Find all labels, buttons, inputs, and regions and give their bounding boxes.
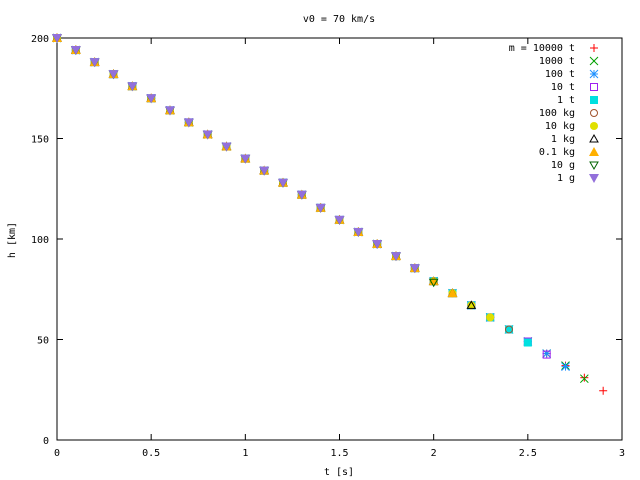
y-axis-label: h [km] xyxy=(7,222,18,258)
x-tick-label: 0 xyxy=(54,448,60,459)
data-point xyxy=(183,118,194,128)
data-point xyxy=(542,350,551,359)
data-point xyxy=(580,373,589,382)
x-tick-label: 3 xyxy=(619,448,625,459)
legend-marker xyxy=(590,109,598,117)
legend-marker xyxy=(590,122,598,130)
y-tick-label: 150 xyxy=(31,135,49,146)
legend-label: 100 t xyxy=(545,69,575,80)
data-point xyxy=(52,34,62,43)
legend-marker xyxy=(590,83,598,91)
legend-marker xyxy=(589,133,599,143)
data-point xyxy=(127,82,138,92)
data-point xyxy=(165,106,175,116)
data-point xyxy=(315,203,326,213)
x-tick-label: 0.5 xyxy=(142,448,160,459)
legend: m = 10000 t 1000 t 100 t 10 t 1 t 100 kg 10 kg… xyxy=(509,43,599,184)
marker-stroke xyxy=(561,362,570,371)
data-point xyxy=(372,240,383,250)
legend-label: 10 t xyxy=(551,82,575,93)
x-axis: 0 0.5 1 1.5 2 2.5 3 xyxy=(54,38,625,459)
data-point xyxy=(202,130,213,140)
data-point xyxy=(409,264,420,274)
data-point xyxy=(89,58,100,68)
legend-marker xyxy=(589,56,599,66)
data-point xyxy=(561,362,570,371)
data-point xyxy=(353,227,364,237)
marker-stroke xyxy=(579,374,589,384)
legend-label: 1 g xyxy=(557,173,575,184)
legend-label: m = 10000 t xyxy=(509,43,575,54)
legend-label: 1000 t xyxy=(539,56,575,67)
y-tick-label: 100 xyxy=(31,235,49,246)
plot-frame xyxy=(56,37,623,441)
legend-marker xyxy=(590,44,598,52)
data-point xyxy=(278,178,288,188)
chart-title: v0 = 70 km/s xyxy=(303,14,375,25)
data-point xyxy=(391,252,401,262)
legend-marker xyxy=(589,69,599,79)
data-point xyxy=(221,142,232,152)
legend-marker xyxy=(590,96,598,104)
data-point xyxy=(146,94,157,104)
x-tick-label: 1.5 xyxy=(330,448,348,459)
legend-label: 1 t xyxy=(557,95,575,106)
data-point xyxy=(486,313,495,322)
data-point xyxy=(579,374,589,384)
data-point xyxy=(334,215,345,225)
x-tick-label: 2 xyxy=(431,448,437,459)
y-tick-label: 50 xyxy=(37,336,49,347)
series-layer xyxy=(52,32,608,395)
legend-label: 100 kg xyxy=(539,108,575,119)
data-point xyxy=(240,154,251,164)
series-4 xyxy=(53,34,532,347)
legend-marker xyxy=(589,147,599,156)
marker-stroke xyxy=(589,69,599,79)
data-point xyxy=(505,325,513,334)
legend-label: 1 kg xyxy=(551,134,575,145)
legend-label: 10 kg xyxy=(545,121,575,132)
x-axis-label: t [s] xyxy=(324,467,354,478)
legend-label: 10 g xyxy=(551,160,575,171)
y-tick-label: 200 xyxy=(31,34,49,45)
data-point xyxy=(599,386,608,395)
data-point xyxy=(70,46,81,56)
data-point xyxy=(505,325,513,334)
marker-stroke xyxy=(589,56,599,66)
data-point xyxy=(296,190,307,200)
data-point xyxy=(467,301,476,310)
data-point xyxy=(428,276,439,286)
data-point xyxy=(447,288,458,298)
y-axis: 0 50 100 150 200 xyxy=(31,34,622,447)
series-6 xyxy=(53,34,495,322)
x-tick-label: 1 xyxy=(242,448,248,459)
plot-border xyxy=(56,37,623,441)
legend-marker xyxy=(589,174,599,183)
data-point xyxy=(259,166,270,176)
data-point xyxy=(466,300,477,309)
x-tick-label: 2.5 xyxy=(519,448,537,459)
data-point xyxy=(108,70,119,80)
legend-marker xyxy=(589,161,599,171)
series-10 xyxy=(52,34,420,274)
y-tick-label: 0 xyxy=(43,436,49,447)
legend-label: 0.1 kg xyxy=(539,147,575,158)
data-point xyxy=(523,338,532,347)
data-point xyxy=(428,278,439,288)
